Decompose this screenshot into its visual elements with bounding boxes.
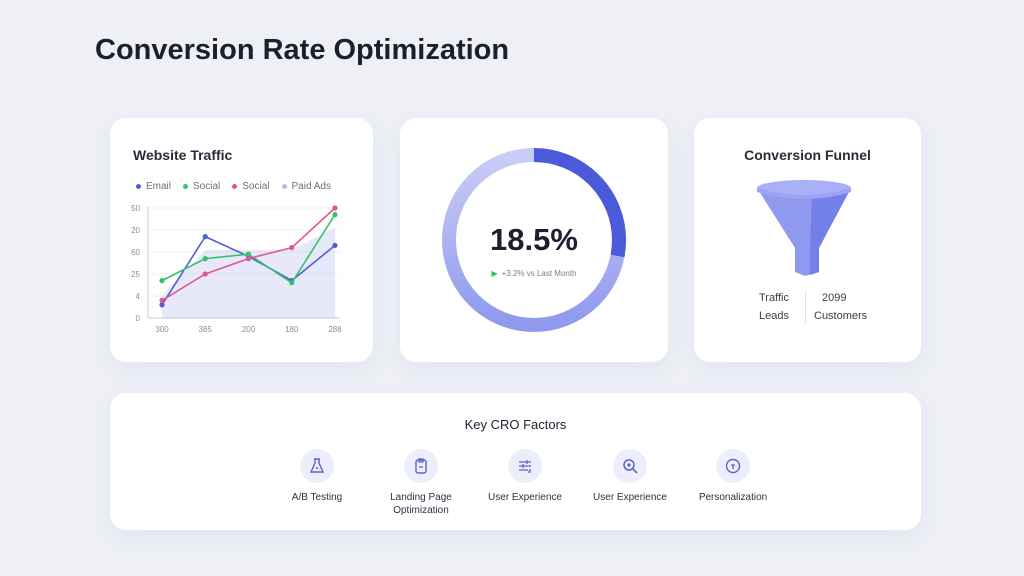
- factor-item[interactable]: User Experience: [465, 449, 585, 504]
- page-title: Conversion Rate Optimization: [95, 34, 510, 66]
- y-tick-label: 60: [131, 248, 140, 257]
- legend-label: Social: [193, 181, 221, 192]
- legend-item: Social: [183, 181, 220, 192]
- factor-label: Personalization: [698, 492, 768, 503]
- data-point: [289, 280, 295, 286]
- legend-dot: [136, 183, 141, 189]
- sliders-icon: [508, 449, 542, 483]
- y-tick-label: 0: [136, 314, 141, 323]
- factor-label: Landing Page Optimization: [390, 492, 452, 516]
- traffic-line-chart: 0 4 25 60 20 50 300 385 200 180 288: [131, 204, 342, 334]
- x-tick-label: 300: [155, 325, 169, 334]
- conversion-rate-value: 18.5%: [490, 222, 578, 257]
- data-point: [332, 242, 338, 248]
- funnel-icon: [757, 180, 851, 276]
- target-icon: [716, 449, 750, 483]
- factor-label: User Experience: [593, 492, 667, 503]
- legend-item: Social: [232, 181, 270, 192]
- data-point: [245, 256, 252, 262]
- factor-label: A/B Testing: [291, 492, 343, 503]
- funnel-label: Customers: [814, 310, 868, 322]
- legend-dot: [281, 183, 287, 189]
- y-tick-label: 20: [131, 226, 140, 235]
- y-tick-label: 50: [131, 204, 140, 213]
- funnel-label: Traffic: [759, 292, 789, 304]
- data-point: [159, 297, 165, 303]
- legend-label: Social: [242, 181, 270, 192]
- data-point: [332, 212, 338, 218]
- legend-dot: [183, 183, 189, 189]
- x-tick-label: 288: [328, 325, 342, 334]
- legend-label: Paid Ads: [291, 181, 331, 192]
- funnel-label: 2099: [822, 292, 847, 304]
- clipboard-icon: [404, 449, 438, 483]
- legend-item: Email: [136, 181, 171, 192]
- factor-item[interactable]: A/B Testing: [257, 449, 377, 504]
- data-point: [289, 245, 295, 251]
- conversion-ring: [442, 148, 626, 332]
- factor-item[interactable]: Landing Page Optimization: [361, 449, 481, 517]
- conversion-rate-card: 18.5% ▶ +3.2% vs Last Month: [400, 118, 668, 362]
- conversion-funnel-card: Conversion Funnel Traffic 2099 Leads Cus…: [694, 118, 921, 362]
- data-point: [245, 251, 252, 257]
- card-title: Key CRO Factors: [464, 417, 567, 432]
- factor-label: User Experience: [488, 492, 562, 503]
- card-title: Website Traffic: [133, 147, 233, 163]
- website-traffic-card: Website Traffic Email Social Social Paid Ad…: [110, 118, 373, 362]
- x-tick-label: 385: [199, 325, 213, 334]
- data-point: [202, 271, 208, 277]
- flask-icon: [300, 449, 334, 483]
- x-tick-label: 200: [242, 325, 256, 334]
- legend-dot: [232, 183, 238, 189]
- card-title: Conversion Funnel: [744, 147, 871, 163]
- rate-change-text: +3.2% vs Last Month: [501, 269, 577, 278]
- rate-change: ▶ +3.2% vs Last Month: [400, 269, 668, 278]
- ring-highlight: [442, 148, 626, 332]
- legend-label: Email: [146, 181, 172, 192]
- funnel-label: Leads: [759, 310, 789, 322]
- data-point: [202, 234, 208, 240]
- data-point: [159, 302, 165, 308]
- chart-legend: Email Social Social Paid Ads: [136, 181, 331, 192]
- up-triangle-icon: ▶: [491, 269, 498, 278]
- divider: [805, 290, 806, 324]
- x-tick-label: 180: [285, 325, 299, 334]
- y-tick-label: 4: [136, 292, 141, 301]
- y-tick-label: 25: [131, 270, 140, 279]
- factor-item[interactable]: User Experience: [570, 449, 690, 504]
- factor-item[interactable]: Personalization: [673, 449, 793, 504]
- data-point: [202, 256, 208, 262]
- legend-item: Paid Ads: [281, 181, 331, 192]
- data-point: [332, 205, 338, 211]
- data-point: [159, 278, 165, 284]
- search-icon: [613, 449, 647, 483]
- area-paid-ads: [162, 227, 335, 318]
- key-factors-card: Key CRO Factors A/B Testing Landing Page …: [110, 393, 921, 530]
